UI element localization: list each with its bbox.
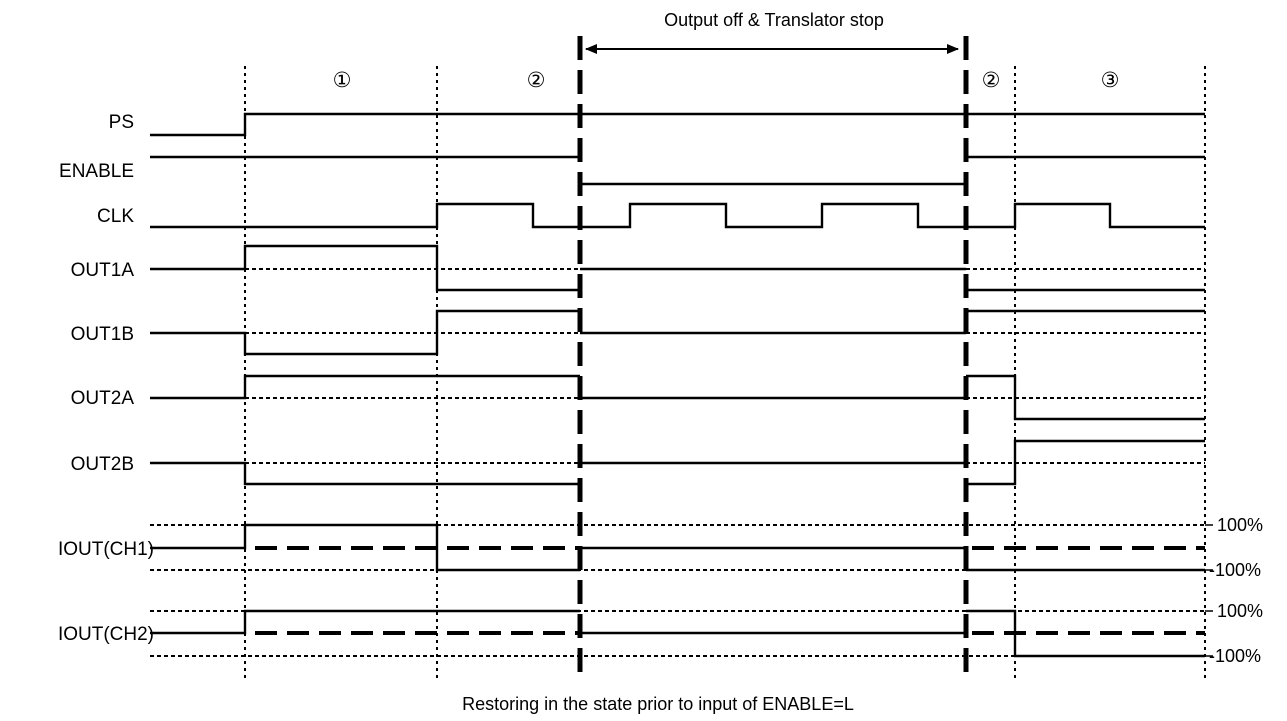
signal-label-out2b: OUT2B bbox=[71, 454, 134, 475]
out2a-waveform bbox=[150, 374, 1205, 421]
phase-label-3: ③ bbox=[1101, 69, 1120, 92]
iout-ch2-neg-level: -100% bbox=[1209, 646, 1261, 666]
out2b-waveform bbox=[150, 439, 1205, 486]
signal-label-iout-ch2: IOUT(CH2) bbox=[58, 624, 154, 645]
top-note: Output off & Translator stop bbox=[664, 10, 884, 30]
signal-label-iout-ch1: IOUT(CH1) bbox=[58, 539, 154, 560]
signal-label-ps: PS bbox=[109, 112, 134, 133]
signal-label-enable: ENABLE bbox=[59, 161, 134, 182]
iout-ch1-neg-level: -100% bbox=[1209, 560, 1261, 580]
iout-ch1-waveform bbox=[150, 523, 1205, 572]
phase-label-2-resume: ② bbox=[982, 69, 1001, 92]
phase-label-1: ① bbox=[333, 69, 352, 92]
clk-waveform bbox=[150, 202, 1205, 229]
ps-waveform bbox=[150, 112, 1205, 137]
out1b-waveform bbox=[150, 309, 1205, 356]
phase-label-2: ② bbox=[527, 69, 546, 92]
signal-label-out1a: OUT1A bbox=[71, 260, 135, 281]
signal-label-out1b: OUT1B bbox=[71, 324, 134, 345]
signal-label-clk: CLK bbox=[97, 206, 134, 227]
iout-ch2-pos-level: 100% bbox=[1217, 601, 1263, 621]
bottom-note: Restoring in the state prior to input of… bbox=[462, 694, 854, 714]
iout-ch2-waveform bbox=[150, 609, 1205, 658]
signal-label-out2a: OUT2A bbox=[71, 388, 135, 409]
iout-ch1-pos-level: 100% bbox=[1217, 515, 1263, 535]
out1a-waveform bbox=[150, 244, 1205, 292]
